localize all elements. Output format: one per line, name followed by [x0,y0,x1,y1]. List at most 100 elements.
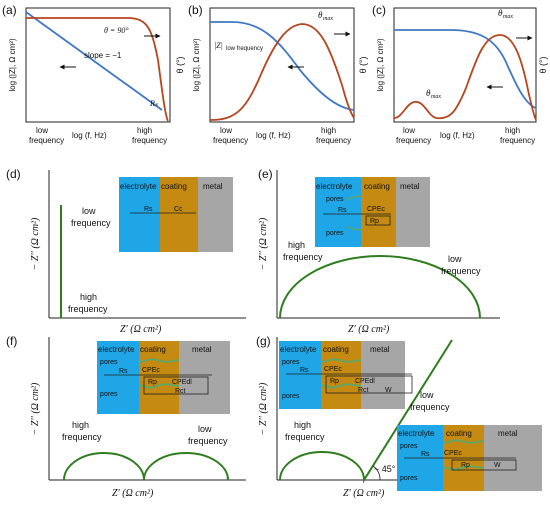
inset-g1-metal-layer [361,341,405,409]
panel-d-inset: electrolyte coating metal Rs Cc [119,177,233,252]
panel-b-theta-max-sub: max [323,16,333,22]
panel-b-impedance-curve [210,21,355,111]
inset-f-nested-box [143,376,209,395]
inset-g2-nested-box [451,459,517,471]
panel-f-high-1: high [72,420,89,430]
inset-g1-cpec: CPEc [324,366,342,373]
panel-a-impedance-curve [25,11,163,111]
panel-b-z-subscript: low frequency [226,46,263,52]
inset-f-metal-label: metal [192,345,212,354]
inset-f-metal-layer [179,341,230,414]
inset-e-metal-layer [396,177,430,247]
panel-a-slope-annotation: slope = −1 [84,51,122,60]
inset-g2-w: W [494,462,501,469]
inset-g2-coating-label: coating [446,429,472,438]
panel-g: (g) − Z′′ (Ω cm²) Z′ (Ω cm²) ~ 45° high … [256,334,542,499]
panel-g-letter: (g) [256,334,271,348]
panel-c-impedance-curve [394,29,537,109]
inset-g1-nested-box [325,375,413,394]
inset-d-coating-layer [160,177,198,252]
inset-g1-cpedl: CPEdl [355,378,375,385]
panel-g-low-1: low [420,390,434,400]
panel-a-theta-annotation: θ = 90° [104,26,129,35]
panel-a-phase-curve [26,17,169,122]
panel-f-low-2: frequency [188,436,228,446]
inset-g1-metal-label: metal [370,345,390,354]
inset-f-pore-lower [139,383,180,389]
inset-g2-pore-upper [443,439,485,444]
inset-d-metal-layer [198,177,233,252]
inset-g1-coating-layer [321,341,361,409]
inset-g1-rp: Rp [330,378,339,385]
panel-d: (d) − Z′′ (Ω cm²) Z′ (Ω cm²) low frequen… [6,167,246,335]
inset-e-electrolyte-label: electrolyte [316,182,353,191]
inset-f-cpedl: CPEdl [172,379,192,386]
inset-g2-pores-lower-label: pores [400,475,418,482]
panel-a-ylabel-left: log (|Z|, Ω cm²) [8,38,17,92]
inset-d-rs: Rs [144,206,153,213]
inset-d-electrolyte-layer [119,177,160,252]
inset-f-coating-layer [139,341,179,414]
inset-g2-rs: Rs [421,451,430,458]
panel-g-xlabel: Z′ (Ω cm²) [343,488,385,499]
panel-c: (c) log (|Z|, Ω cm²) θ (°) θ max θ max l… [372,3,548,145]
panel-f-nyquist-arcs [63,452,229,481]
panel-f-high-2: frequency [62,432,102,442]
inset-e-rp: Rp [370,218,379,225]
panel-c-x-high-1: high [505,126,520,135]
panel-c-x-low-2: frequency [396,136,431,145]
panel-e-xlabel: Z′ (Ω cm²) [348,324,390,335]
inset-g2-electrolyte-label: electrolyte [398,429,435,438]
panel-a-frame [25,7,171,123]
panel-g-inset-upper: electrolyte coating metal pores pores Rs… [279,341,413,409]
panel-b-x-high-1: high [321,126,336,135]
panel-c-theta-max-low: θ [426,88,431,98]
panel-g-nyquist-curve [279,339,453,484]
panel-b-z-annotation: |Z| [214,41,223,50]
panel-e-ylabel: − Z′′ (Ω cm²) [258,217,269,270]
inset-f-pore-upper [139,358,180,363]
panel-c-x-high-2: frequency [500,136,535,145]
panel-e-high-2: frequency [283,252,323,262]
panel-f-letter: (f) [6,334,17,348]
panel-e: (e) − Z′′ (Ω cm²) Z′ (Ω cm²) high freque… [258,167,500,335]
inset-e-rs: Rs [338,207,347,214]
panel-d-low-1: low [82,206,96,216]
panel-d-high-2: frequency [68,304,108,314]
panel-g-high-1: high [294,420,311,430]
inset-f-electrolyte-label: electrolyte [98,345,135,354]
panel-f-inset: electrolyte coating metal pores pores Rs… [97,341,230,414]
panel-c-theta-max-low-sub: max [431,94,441,100]
panel-b-frame [209,7,355,123]
panel-a-letter: (a) [2,3,17,17]
panel-g-ylabel: − Z′′ (Ω cm²) [258,382,269,435]
panel-g-inset-lower: electrolyte coating metal pores pores Rs… [397,425,542,491]
inset-g1-w: W [385,387,392,394]
inset-f-rp: Rp [148,379,157,386]
panel-e-low-2: frequency [441,266,481,276]
panel-a-x-high-2: frequency [132,136,167,145]
inset-g2-rp: Rp [461,462,470,469]
inset-e-pores-upper-label: pores [326,196,344,203]
inset-g2-metal-label: metal [498,429,518,438]
panel-c-theta-max-top-sub: max [503,14,513,20]
panel-f-low-1: low [198,424,212,434]
panel-c-x-low-1: low [403,126,415,135]
inset-e-pore-lower [346,225,362,231]
panel-d-ylabel: − Z′′ (Ω cm²) [30,217,41,270]
panel-d-low-2: frequency [71,218,111,228]
inset-d-electrolyte-label: electrolyte [120,182,157,191]
inset-e-cpec: CPEc [367,206,385,213]
inset-d-cc: Cc [174,206,183,213]
inset-f-pores-lower-label: pores [100,391,118,398]
panel-b-ylabel-right: θ (°) [358,56,368,73]
inset-g1-pores-upper-label: pores [282,359,300,366]
panel-e-inset: electrolyte coating metal pores pores Rs… [315,177,430,247]
inset-f-rct: Rct [175,388,186,395]
inset-e-coating-layer [361,177,396,247]
inset-e-electrolyte-layer [315,177,361,247]
panel-b-x-low-1: low [220,126,232,135]
panel-b-ylabel-left: log (|Z|, Ω cm²) [192,38,201,92]
inset-f-coating-label: coating [140,345,166,354]
